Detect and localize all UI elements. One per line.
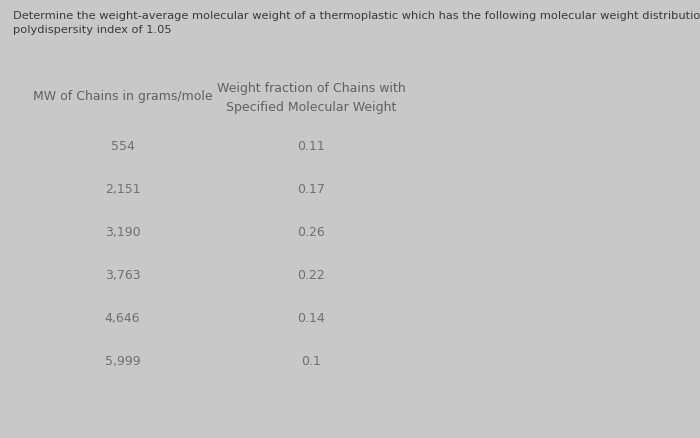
Text: 5,999: 5,999 xyxy=(105,355,140,368)
Text: Determine the weight-average molecular weight of a thermoplastic which has the f: Determine the weight-average molecular w… xyxy=(13,11,700,21)
Text: 0.22: 0.22 xyxy=(298,269,326,282)
Text: Specified Molecular Weight: Specified Molecular Weight xyxy=(226,101,397,114)
Text: 0.17: 0.17 xyxy=(298,183,326,196)
Text: 0.1: 0.1 xyxy=(302,355,321,368)
Text: Weight fraction of Chains with: Weight fraction of Chains with xyxy=(217,82,406,95)
Text: 554: 554 xyxy=(111,140,134,153)
Text: 2,151: 2,151 xyxy=(105,183,140,196)
Text: 0.11: 0.11 xyxy=(298,140,326,153)
Text: 0.14: 0.14 xyxy=(298,312,326,325)
Text: 3,763: 3,763 xyxy=(105,269,140,282)
Text: polydispersity index of 1.05: polydispersity index of 1.05 xyxy=(13,25,172,35)
Text: 3,190: 3,190 xyxy=(105,226,140,239)
Text: MW of Chains in grams/mole: MW of Chains in grams/mole xyxy=(33,90,212,103)
Text: 4,646: 4,646 xyxy=(105,312,140,325)
Text: 0.26: 0.26 xyxy=(298,226,326,239)
